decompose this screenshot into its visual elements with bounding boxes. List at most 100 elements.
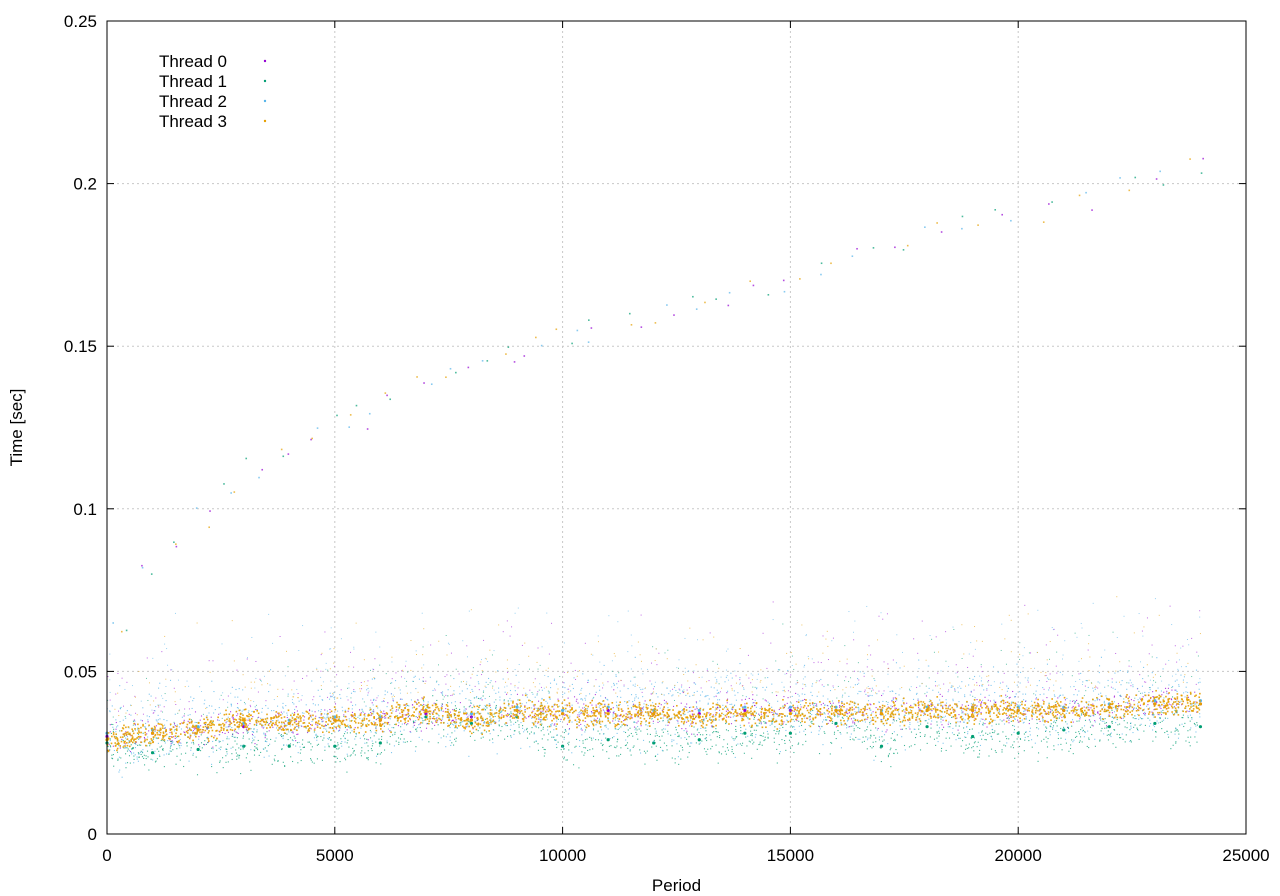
data-point bbox=[513, 715, 515, 717]
data-point bbox=[1160, 714, 1162, 716]
data-point bbox=[1171, 696, 1174, 698]
data-point bbox=[148, 769, 150, 771]
data-point bbox=[556, 734, 558, 736]
data-point bbox=[465, 708, 467, 710]
data-point bbox=[546, 702, 549, 704]
data-point bbox=[140, 750, 142, 752]
data-point bbox=[1011, 734, 1013, 736]
data-point bbox=[1094, 688, 1096, 690]
data-point bbox=[1190, 736, 1192, 738]
data-point bbox=[1160, 707, 1162, 710]
data-point bbox=[887, 706, 889, 708]
data-point bbox=[678, 734, 680, 736]
data-point bbox=[256, 744, 258, 746]
data-point bbox=[750, 730, 752, 732]
data-point bbox=[1016, 674, 1018, 676]
data-point bbox=[1117, 671, 1119, 673]
data-point bbox=[293, 680, 295, 682]
data-point bbox=[662, 719, 664, 722]
data-point bbox=[678, 659, 680, 661]
data-point bbox=[341, 745, 343, 747]
data-point bbox=[109, 679, 111, 681]
data-point bbox=[367, 745, 369, 747]
data-point bbox=[538, 689, 540, 691]
data-point bbox=[600, 723, 602, 726]
data-point bbox=[170, 745, 172, 747]
data-point bbox=[654, 735, 656, 737]
data-point bbox=[936, 721, 938, 723]
data-point bbox=[487, 713, 489, 715]
data-point bbox=[487, 723, 489, 725]
data-point bbox=[1058, 717, 1061, 719]
data-point bbox=[811, 703, 814, 705]
data-point bbox=[760, 706, 762, 708]
data-point bbox=[490, 719, 492, 721]
data-point bbox=[937, 716, 939, 718]
data-point bbox=[735, 730, 737, 732]
data-point bbox=[445, 708, 447, 710]
data-point bbox=[159, 746, 161, 748]
data-point bbox=[1185, 665, 1187, 668]
data-point bbox=[790, 702, 792, 704]
data-point bbox=[938, 730, 940, 732]
data-point bbox=[912, 698, 915, 700]
data-point bbox=[110, 732, 112, 734]
data-point bbox=[176, 735, 179, 738]
data-point bbox=[373, 721, 375, 723]
data-point bbox=[702, 720, 704, 722]
data-point bbox=[956, 717, 958, 719]
data-point bbox=[445, 746, 447, 748]
data-point bbox=[890, 737, 892, 739]
data-point bbox=[616, 706, 618, 708]
data-point bbox=[406, 741, 408, 743]
data-point bbox=[1094, 721, 1096, 723]
data-point bbox=[1051, 627, 1053, 629]
data-point bbox=[935, 706, 937, 709]
data-point bbox=[966, 726, 968, 728]
data-point bbox=[1084, 685, 1086, 687]
data-point bbox=[275, 737, 277, 739]
data-point bbox=[730, 723, 733, 725]
data-point bbox=[1080, 729, 1082, 731]
data-point bbox=[790, 736, 792, 738]
data-point bbox=[451, 723, 453, 725]
data-point bbox=[423, 719, 425, 722]
data-point bbox=[347, 710, 349, 712]
data-point bbox=[953, 628, 955, 630]
data-point bbox=[659, 746, 662, 748]
data-point bbox=[441, 718, 444, 720]
data-point bbox=[292, 744, 294, 746]
data-point bbox=[652, 722, 654, 724]
data-point bbox=[857, 710, 859, 713]
data-point bbox=[761, 744, 763, 746]
data-point bbox=[133, 719, 135, 721]
data-point bbox=[1175, 729, 1177, 731]
data-point bbox=[610, 745, 612, 747]
data-point bbox=[687, 718, 689, 720]
data-point bbox=[479, 698, 481, 700]
data-point bbox=[632, 735, 634, 737]
data-point bbox=[640, 688, 642, 691]
data-point bbox=[251, 636, 253, 638]
data-point bbox=[948, 721, 950, 723]
data-point bbox=[829, 753, 831, 755]
data-point bbox=[174, 729, 176, 731]
data-point bbox=[667, 724, 669, 726]
data-point bbox=[849, 726, 851, 728]
data-point bbox=[630, 694, 633, 696]
data-point bbox=[156, 758, 158, 760]
data-point bbox=[112, 724, 114, 726]
data-point bbox=[681, 728, 683, 730]
data-point bbox=[148, 716, 151, 718]
data-point bbox=[662, 717, 664, 719]
data-point bbox=[146, 715, 148, 717]
data-point bbox=[1097, 712, 1099, 714]
data-point bbox=[608, 615, 610, 617]
data-point bbox=[1075, 731, 1077, 733]
data-point bbox=[681, 684, 683, 686]
data-point bbox=[890, 766, 892, 768]
data-point bbox=[1012, 747, 1015, 749]
data-point bbox=[974, 741, 976, 743]
data-point bbox=[343, 714, 345, 716]
data-point bbox=[261, 726, 263, 728]
